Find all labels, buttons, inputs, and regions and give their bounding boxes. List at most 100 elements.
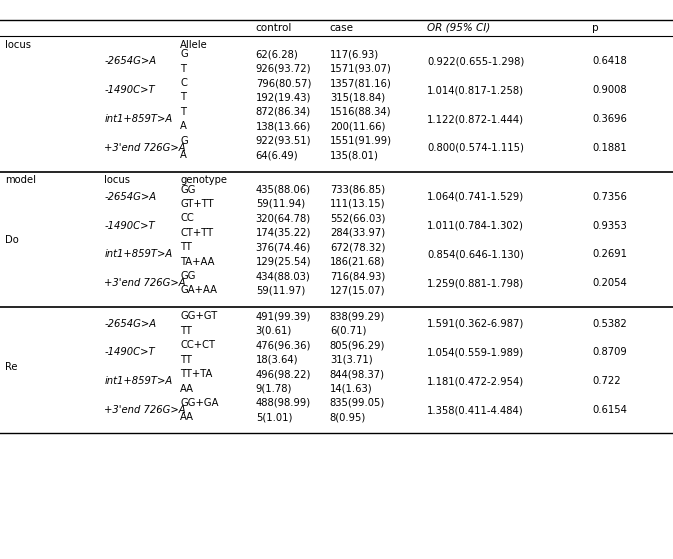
Text: 0.1881: 0.1881 — [592, 143, 627, 153]
Text: -2654G>A: -2654G>A — [104, 192, 156, 202]
Text: C: C — [180, 78, 187, 88]
Text: 1571(93.07): 1571(93.07) — [330, 64, 392, 74]
Text: GG+GA: GG+GA — [180, 398, 219, 408]
Text: 117(6.93): 117(6.93) — [330, 49, 379, 59]
Text: 174(35.22): 174(35.22) — [256, 228, 311, 238]
Text: 31(3.71): 31(3.71) — [330, 354, 372, 364]
Text: model: model — [5, 175, 36, 185]
Text: 1357(81.16): 1357(81.16) — [330, 78, 392, 88]
Text: T: T — [180, 107, 186, 117]
Text: Re: Re — [5, 362, 18, 372]
Text: 0.5382: 0.5382 — [592, 319, 627, 329]
Text: 733(86.85): 733(86.85) — [330, 184, 385, 195]
Text: 138(13.66): 138(13.66) — [256, 121, 311, 131]
Text: TT+TA: TT+TA — [180, 369, 213, 379]
Text: 716(84.93): 716(84.93) — [330, 271, 385, 281]
Text: 0.2054: 0.2054 — [592, 278, 627, 288]
Text: 0.8709: 0.8709 — [592, 348, 627, 357]
Text: +3'end 726G>A: +3'end 726G>A — [104, 143, 186, 153]
Text: 552(66.03): 552(66.03) — [330, 214, 385, 224]
Text: 135(8.01): 135(8.01) — [330, 150, 379, 160]
Text: AA: AA — [180, 383, 194, 394]
Text: 192(19.43): 192(19.43) — [256, 92, 311, 102]
Text: 1551(91.99): 1551(91.99) — [330, 136, 392, 146]
Text: 284(33.97): 284(33.97) — [330, 228, 385, 238]
Text: 5(1.01): 5(1.01) — [256, 413, 292, 423]
Text: 922(93.51): 922(93.51) — [256, 136, 311, 146]
Text: 129(25.54): 129(25.54) — [256, 257, 311, 267]
Text: p: p — [592, 23, 599, 33]
Text: 59(11.97): 59(11.97) — [256, 286, 305, 296]
Text: GG: GG — [180, 184, 196, 195]
Text: 872(86.34): 872(86.34) — [256, 107, 311, 117]
Text: GG+GT: GG+GT — [180, 311, 217, 321]
Text: TT: TT — [180, 242, 192, 252]
Text: 14(1.63): 14(1.63) — [330, 383, 372, 394]
Text: GT+TT: GT+TT — [180, 199, 214, 209]
Text: -1490C>T: -1490C>T — [104, 86, 155, 95]
Text: GG: GG — [180, 271, 196, 281]
Text: 496(98.22): 496(98.22) — [256, 369, 311, 379]
Text: 926(93.72): 926(93.72) — [256, 64, 311, 74]
Text: 672(78.32): 672(78.32) — [330, 242, 385, 252]
Text: 315(18.84): 315(18.84) — [330, 92, 385, 102]
Text: -2654G>A: -2654G>A — [104, 319, 156, 329]
Text: 376(74.46): 376(74.46) — [256, 242, 311, 252]
Text: 1.054(0.559-1.989): 1.054(0.559-1.989) — [427, 348, 524, 357]
Text: 0.6418: 0.6418 — [592, 56, 627, 67]
Text: 1.011(0.784-1.302): 1.011(0.784-1.302) — [427, 221, 524, 230]
Text: -1490C>T: -1490C>T — [104, 221, 155, 230]
Text: 1.358(0.411-4.484): 1.358(0.411-4.484) — [427, 405, 524, 415]
Text: 0.722: 0.722 — [592, 376, 621, 386]
Text: 0.854(0.646-1.130): 0.854(0.646-1.130) — [427, 249, 524, 259]
Text: 320(64.78): 320(64.78) — [256, 214, 311, 224]
Text: int1+859T>A: int1+859T>A — [104, 114, 172, 124]
Text: -2654G>A: -2654G>A — [104, 56, 156, 67]
Text: Do: Do — [5, 235, 19, 245]
Text: genotype: genotype — [180, 175, 227, 185]
Text: 1.591(0.362-6.987): 1.591(0.362-6.987) — [427, 319, 525, 329]
Text: 435(88.06): 435(88.06) — [256, 184, 311, 195]
Text: A: A — [180, 150, 187, 160]
Text: 1516(88.34): 1516(88.34) — [330, 107, 391, 117]
Text: CC: CC — [180, 214, 194, 224]
Text: TT: TT — [180, 354, 192, 364]
Text: 18(3.64): 18(3.64) — [256, 354, 298, 364]
Text: 111(13.15): 111(13.15) — [330, 199, 385, 209]
Text: Allele: Allele — [180, 40, 208, 50]
Text: 186(21.68): 186(21.68) — [330, 257, 385, 267]
Text: 0.922(0.655-1.298): 0.922(0.655-1.298) — [427, 56, 525, 67]
Text: 0.9008: 0.9008 — [592, 86, 627, 95]
Text: +3'end 726G>A: +3'end 726G>A — [104, 405, 186, 415]
Text: TT: TT — [180, 326, 192, 336]
Text: T: T — [180, 92, 186, 102]
Text: 0.2691: 0.2691 — [592, 249, 627, 259]
Text: G: G — [180, 49, 188, 59]
Text: 0.3696: 0.3696 — [592, 114, 627, 124]
Text: 6(0.71): 6(0.71) — [330, 326, 366, 336]
Text: locus: locus — [104, 175, 131, 185]
Text: 0.7356: 0.7356 — [592, 192, 627, 202]
Text: 8(0.95): 8(0.95) — [330, 413, 366, 423]
Text: 1.259(0.881-1.798): 1.259(0.881-1.798) — [427, 278, 524, 288]
Text: T: T — [180, 64, 186, 74]
Text: 200(11.66): 200(11.66) — [330, 121, 385, 131]
Text: 434(88.03): 434(88.03) — [256, 271, 310, 281]
Text: A: A — [180, 121, 187, 131]
Text: 0.6154: 0.6154 — [592, 405, 627, 415]
Text: 59(11.94): 59(11.94) — [256, 199, 305, 209]
Text: G: G — [180, 136, 188, 146]
Text: 9(1.78): 9(1.78) — [256, 383, 292, 394]
Text: GA+AA: GA+AA — [180, 286, 217, 296]
Text: locus: locus — [5, 40, 32, 50]
Text: 3(0.61): 3(0.61) — [256, 326, 292, 336]
Text: 127(15.07): 127(15.07) — [330, 286, 385, 296]
Text: 1.064(0.741-1.529): 1.064(0.741-1.529) — [427, 192, 524, 202]
Text: int1+859T>A: int1+859T>A — [104, 376, 172, 386]
Text: int1+859T>A: int1+859T>A — [104, 249, 172, 259]
Text: 488(98.99): 488(98.99) — [256, 398, 311, 408]
Text: CT+TT: CT+TT — [180, 228, 213, 238]
Text: control: control — [256, 23, 292, 33]
Text: CC+CT: CC+CT — [180, 340, 215, 350]
Text: 805(96.29): 805(96.29) — [330, 340, 385, 350]
